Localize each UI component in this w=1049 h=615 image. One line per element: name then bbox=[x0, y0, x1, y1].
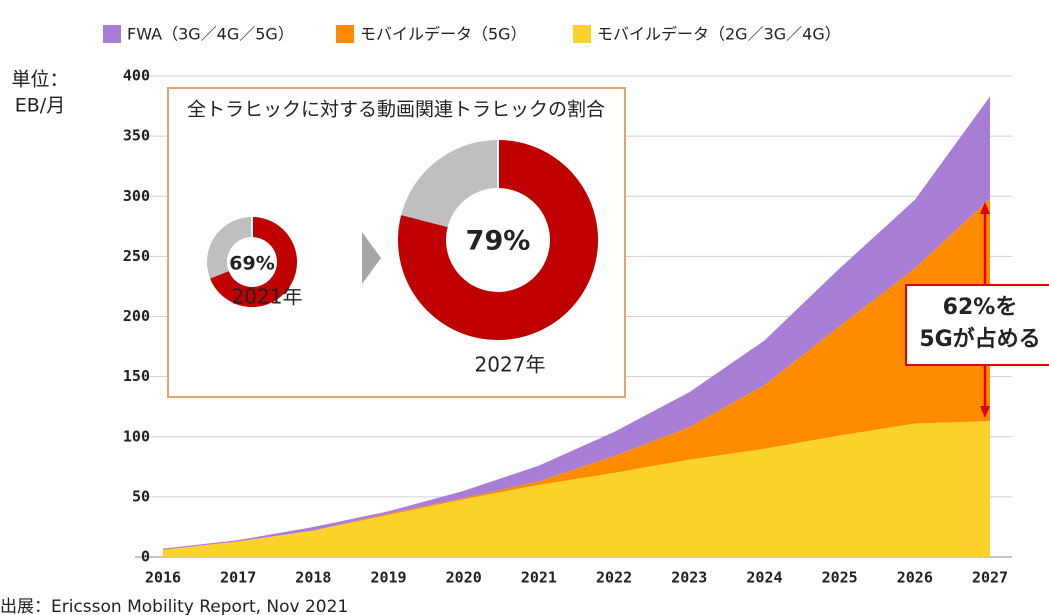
x-tick-label: 2021 bbox=[521, 569, 557, 587]
annotation: 62%を bbox=[943, 295, 1018, 320]
y-tick-label: 400 bbox=[123, 67, 150, 85]
x-tick-label: 2019 bbox=[370, 569, 406, 587]
y-tick-label: 50 bbox=[132, 487, 150, 505]
arrow-icon bbox=[362, 232, 381, 284]
x-tick-label: 2025 bbox=[822, 569, 858, 587]
x-tick-label: 2016 bbox=[145, 569, 181, 587]
area bbox=[163, 198, 990, 550]
x-tick-label: 2022 bbox=[596, 569, 632, 587]
y-tick-label: 150 bbox=[123, 367, 150, 385]
x-tick-label: 2017 bbox=[220, 569, 256, 587]
arrow-head bbox=[980, 202, 990, 214]
donut-category: 2027年 bbox=[475, 353, 546, 377]
x-tick-label: 2023 bbox=[671, 569, 707, 587]
x-tick-label: 2027 bbox=[972, 569, 1008, 587]
y-tick-label: 200 bbox=[123, 307, 150, 325]
inset-title: 全トラヒックに対する動画関連トラヒックの割合 bbox=[187, 99, 605, 121]
legend-label: FWA（3G／4G／5G） bbox=[127, 25, 294, 44]
annotation-box bbox=[905, 284, 1049, 366]
y-tick-label: 250 bbox=[123, 247, 150, 265]
y-tick-label: 350 bbox=[123, 127, 150, 145]
donuts: 69% 2021年 79% 2027年 bbox=[207, 140, 598, 377]
donut-value-label: 79% bbox=[466, 226, 531, 257]
legend: FWA（3G／4G／5G） モバイルデータ（5G） モバイルデータ（2G／3G／4G… bbox=[103, 25, 841, 44]
unit-label: 単位： bbox=[11, 69, 68, 91]
y-tick-label: 100 bbox=[123, 427, 150, 445]
legend-label: モバイルデータ（5G） bbox=[360, 25, 527, 44]
areas bbox=[163, 96, 990, 557]
area bbox=[163, 421, 990, 557]
donut-value-label: 69% bbox=[229, 253, 274, 275]
annotation: 5Gが占める bbox=[919, 326, 1040, 352]
arrow-head bbox=[980, 406, 990, 418]
x-tick-label: 2026 bbox=[897, 569, 933, 587]
area bbox=[163, 96, 990, 550]
legend-swatch bbox=[103, 25, 121, 43]
inset-box bbox=[167, 87, 626, 398]
axis: 0 50 100 150 200 250 300 350 400 2016 2017 2018 2019… bbox=[123, 67, 1008, 587]
legend-label: モバイルデータ（2G／3G／4G） bbox=[597, 25, 841, 44]
donut-slice bbox=[210, 217, 297, 307]
y-tick-label: 0 bbox=[141, 548, 150, 566]
donut-slice bbox=[398, 140, 598, 340]
legend-swatch bbox=[573, 25, 591, 43]
legend-swatch bbox=[336, 25, 354, 43]
x-tick-label: 2018 bbox=[295, 569, 331, 587]
donut-category: 2021年 bbox=[232, 285, 303, 309]
y-tick-label: 300 bbox=[123, 187, 150, 205]
unit-label: EB/月 bbox=[15, 95, 65, 117]
x-tick-label: 2024 bbox=[746, 569, 782, 587]
source: 出展：Ericsson Mobility Report, Nov 2021 bbox=[0, 597, 348, 615]
x-tick-label: 2020 bbox=[446, 569, 482, 587]
